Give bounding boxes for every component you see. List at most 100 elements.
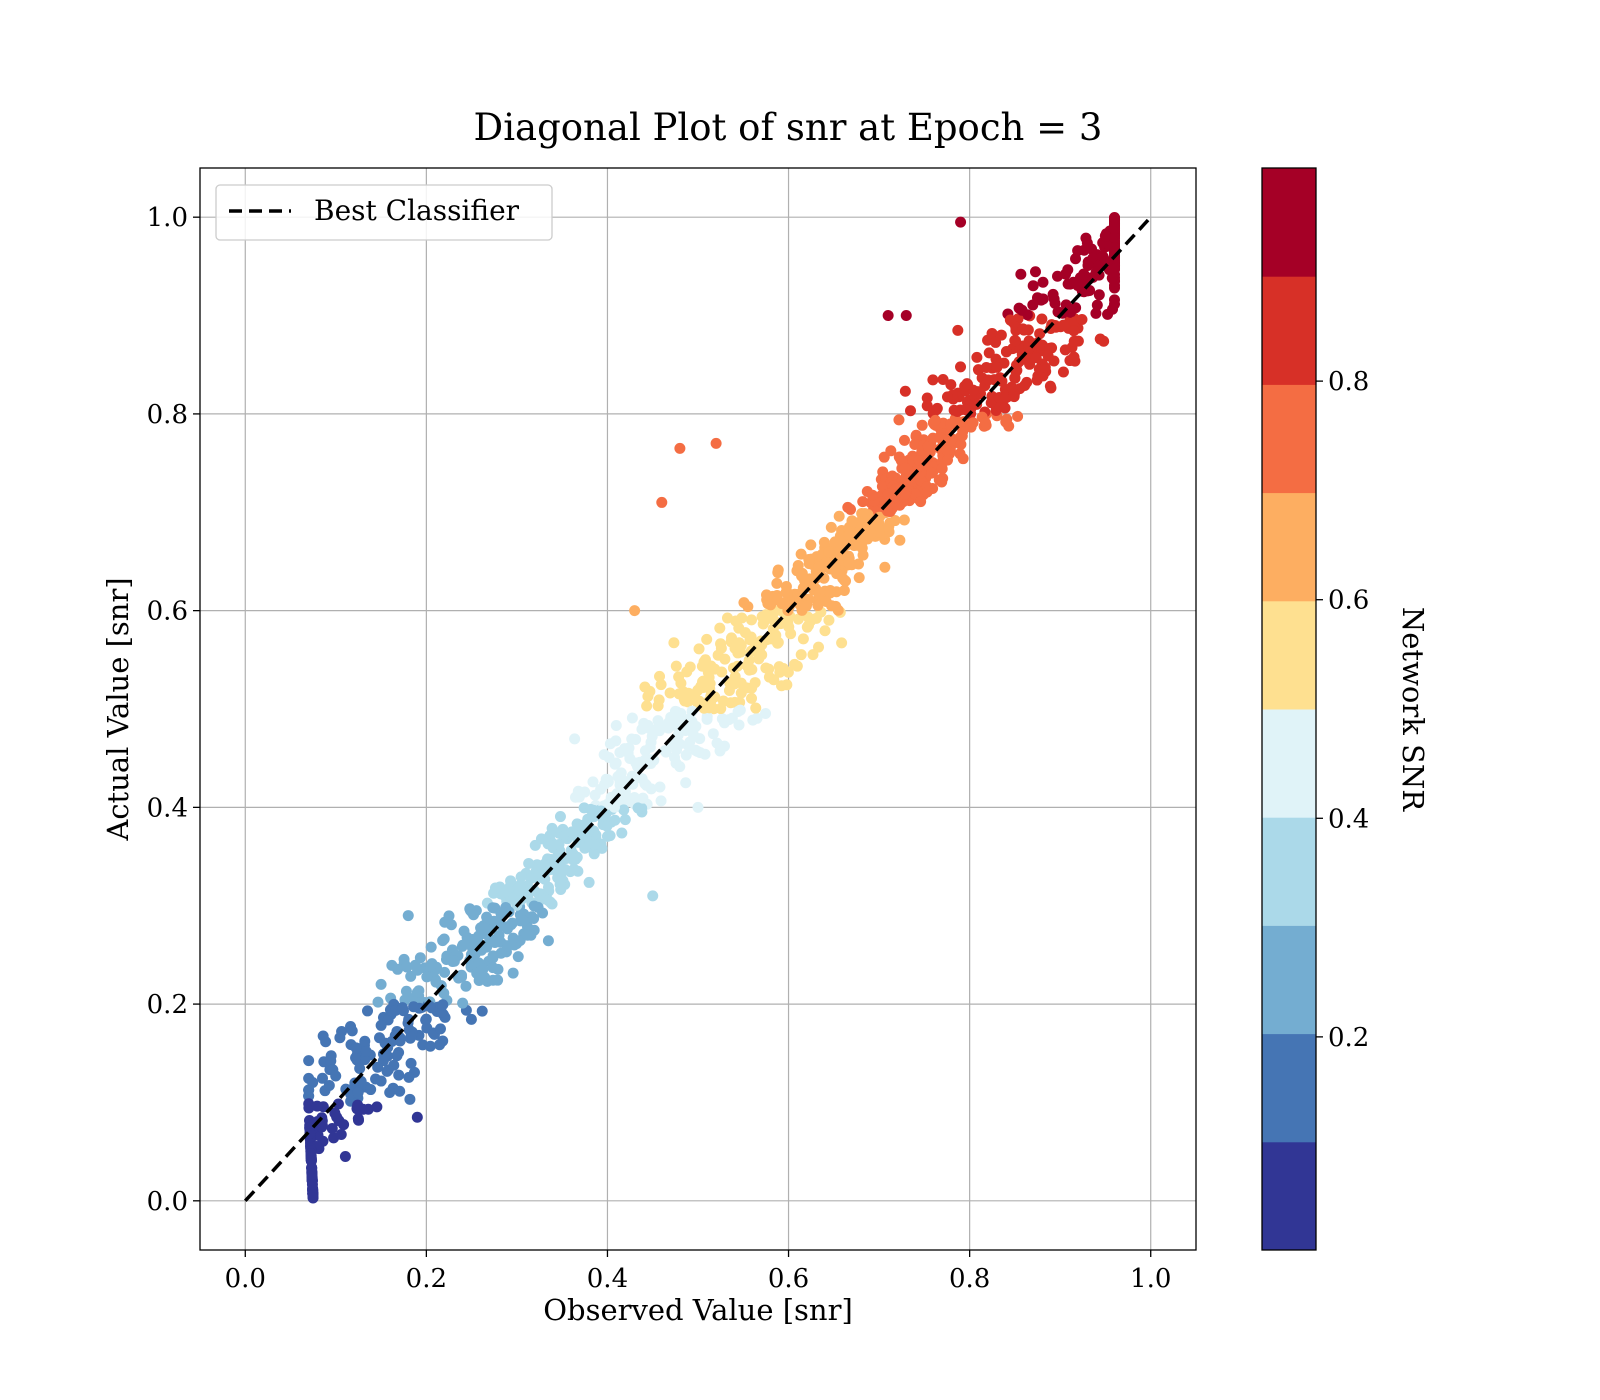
scatter-point [654, 781, 666, 793]
scatter-point [805, 615, 817, 627]
x-axis-ticks: 0.0 0.2 0.4 0.6 0.8 1.0 [225, 1250, 1171, 1294]
scatter-point [845, 503, 857, 515]
scatter-point [338, 1119, 350, 1131]
scatter-point [354, 1062, 366, 1074]
scatter-point [317, 1072, 329, 1084]
scatter-point [876, 480, 888, 492]
scatter-point [921, 400, 933, 412]
scatter-point [761, 589, 773, 601]
scatter-point [796, 570, 808, 582]
scatter-point [1080, 232, 1092, 244]
scatter-point [531, 859, 543, 871]
scatter-point [644, 741, 656, 753]
y-tick-label: 1.0 [147, 203, 188, 233]
scatter-point [500, 886, 512, 898]
colorbar-frame [1261, 167, 1317, 1251]
scatter-point [831, 568, 843, 580]
scatter-point [430, 976, 442, 988]
scatter-point [820, 595, 832, 607]
scatter-point [460, 980, 472, 992]
scatter-point [323, 1079, 335, 1091]
scatter-point [303, 1055, 315, 1067]
scatter-point [640, 779, 652, 791]
y-tick-label: 0.6 [147, 597, 188, 627]
scatter-point [437, 935, 449, 947]
scatter-point [360, 1045, 372, 1057]
scatter-point [813, 641, 825, 653]
scatter-point [701, 713, 713, 725]
scatter-point [339, 1151, 351, 1163]
scatter-point [396, 1002, 408, 1014]
scatter-point [715, 703, 727, 715]
scatter-point [392, 963, 404, 975]
scatter-point [823, 614, 835, 626]
scatter-point [564, 866, 576, 878]
scatter-point [411, 1111, 423, 1123]
scatter-point [1015, 268, 1027, 280]
scatter-point [990, 353, 1002, 365]
scatter-point [763, 663, 775, 675]
scatter-point [856, 542, 868, 554]
scatter-point [1039, 361, 1051, 373]
scatter-point [885, 445, 897, 457]
scatter-point [915, 496, 927, 508]
scatter-point [654, 670, 666, 682]
scatter-point [690, 720, 702, 732]
scatter-point [352, 1087, 364, 1099]
scatter-point [812, 600, 824, 612]
y-tick-label: 0.4 [147, 793, 188, 823]
scatter-point [350, 1052, 362, 1064]
scatter-point [1109, 223, 1121, 235]
scatter-point [359, 1054, 371, 1066]
scatter-point [362, 1005, 374, 1017]
scatter-point [985, 397, 997, 409]
colorbar-segment [1262, 925, 1316, 1035]
scatter-point [626, 770, 638, 782]
scatter-point [807, 649, 819, 661]
scatter-point [707, 728, 719, 740]
scatter-point [679, 695, 691, 707]
colorbar-tick-label: 0.6 [1328, 586, 1369, 616]
scatter-point [664, 687, 676, 699]
scatter-point [528, 912, 540, 924]
scatter-point [823, 546, 835, 558]
scatter-point [1109, 212, 1121, 224]
x-tick-label: 0.8 [949, 1264, 990, 1294]
scatter-point [585, 803, 597, 815]
scatter-point [674, 442, 686, 454]
scatter-point [567, 852, 579, 864]
scatter-point [424, 1040, 436, 1052]
scatter-point [1030, 352, 1042, 364]
scatter-point [405, 1057, 417, 1069]
scatter-point [753, 652, 765, 664]
scatter-point [608, 801, 620, 813]
scatter-point [714, 745, 726, 757]
scatter-point [1070, 253, 1082, 265]
scatter-point [900, 473, 912, 485]
scatter-point [733, 719, 745, 731]
scatter-point [776, 680, 788, 692]
scatter-point [1068, 351, 1080, 363]
scatter-point [882, 310, 894, 322]
scatter-point [644, 685, 656, 697]
scatter-point [601, 830, 613, 842]
scatter-point [670, 660, 682, 672]
scatter-point [579, 842, 591, 854]
scatter-point [614, 779, 626, 791]
scatter-point [991, 361, 1003, 373]
scatter-point [468, 909, 480, 921]
scatter-point [579, 786, 591, 798]
scatter-point [1098, 335, 1110, 347]
scatter-point [630, 734, 642, 746]
scatter-point [307, 1192, 319, 1204]
scatter-point [639, 754, 651, 766]
scatter-point [804, 576, 816, 588]
scatter-point [1102, 308, 1114, 320]
scatter-point [1090, 266, 1102, 278]
scatter-point [401, 961, 413, 973]
scatter-point [335, 1129, 347, 1141]
scatter-point [803, 554, 815, 566]
scatter-point [825, 521, 837, 533]
scatter-point [652, 700, 664, 712]
scatter-point [813, 561, 825, 573]
